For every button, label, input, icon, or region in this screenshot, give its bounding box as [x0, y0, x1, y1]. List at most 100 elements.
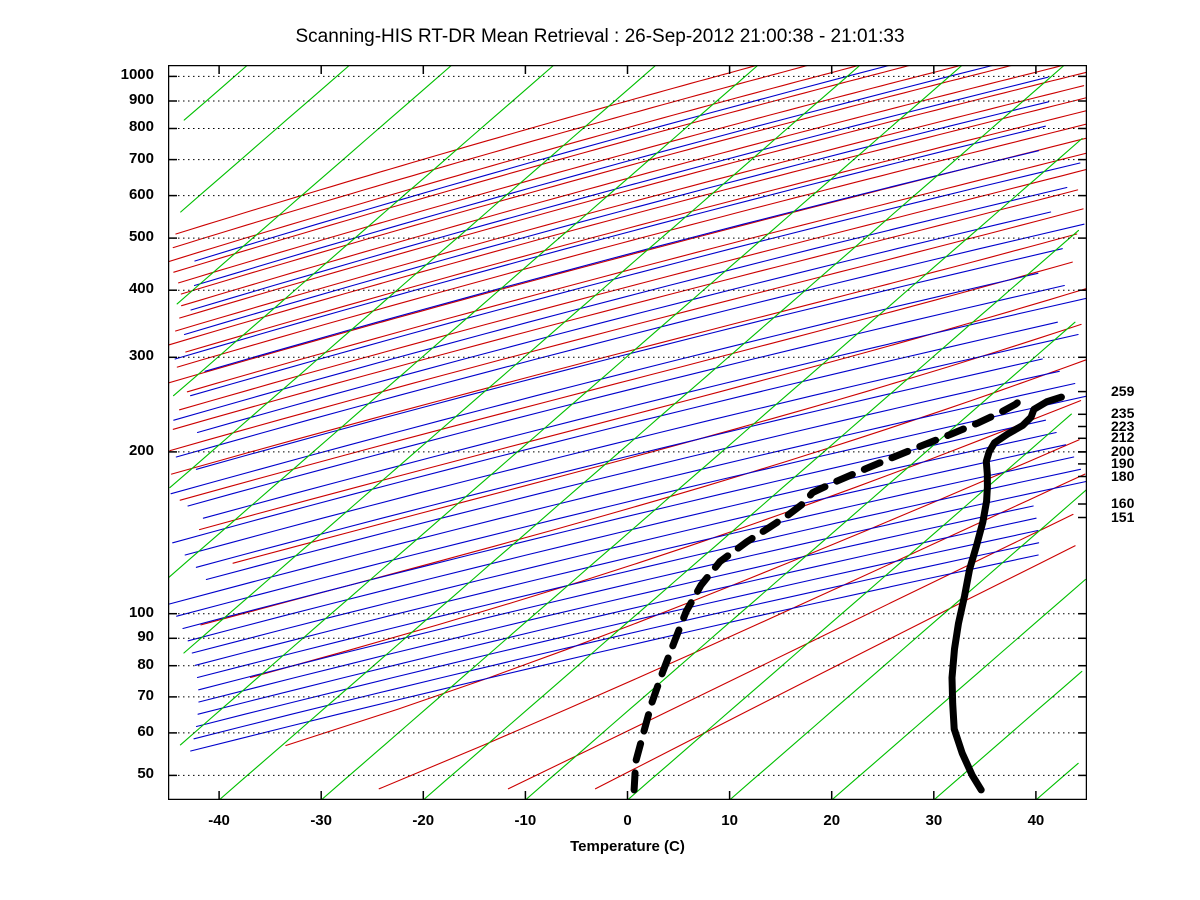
y-axis-tick-label: 50	[137, 765, 154, 783]
moist-adiabat-line	[378, 473, 1086, 790]
x-axis-tick-label: -30	[310, 812, 332, 829]
right-axis-label: 180	[1111, 467, 1135, 484]
moist-adiabat-line	[168, 97, 1087, 346]
isotherm-line	[176, 65, 453, 305]
plot-border	[168, 65, 1087, 800]
isotherm-line	[183, 65, 249, 121]
isotherm-line	[169, 65, 657, 489]
moist-adiabat-line	[172, 65, 810, 249]
dry-adiabat-line	[175, 223, 1085, 458]
right-axis-label: 259	[1111, 382, 1135, 399]
isotherm-line	[524, 321, 1076, 800]
isotherm-line	[218, 65, 1066, 800]
dry-adiabat-line	[198, 505, 1034, 703]
x-axis-tick-label: 10	[721, 812, 738, 829]
moist-adiabat-line	[198, 287, 1087, 531]
x-axis-tick-label: 20	[823, 812, 841, 829]
dry-adiabat-line	[176, 395, 1087, 617]
isotherm-line	[933, 670, 1083, 800]
x-axis-tick-label: 30	[925, 812, 943, 829]
moist-adiabat-line	[176, 123, 1087, 368]
isotherm-line	[831, 578, 1086, 800]
moist-adiabat-line	[168, 65, 861, 263]
moist-adiabat-line	[179, 71, 1087, 319]
dry-adiabat-line	[173, 186, 1068, 421]
moist-adiabat-line	[180, 65, 1015, 295]
y-axis-tick-label: 400	[128, 280, 154, 298]
moist-adiabat-line	[200, 358, 1087, 626]
moist-adiabat-line	[179, 261, 1073, 501]
x-axis-tick-label: -40	[208, 812, 230, 829]
axis-tick-marks	[168, 65, 1087, 800]
dry-adiabat-line	[187, 431, 1057, 642]
right-axis-label: 223	[1111, 417, 1135, 434]
dry-adiabat-line	[197, 517, 1037, 715]
dry-adiabat-line	[202, 297, 1087, 519]
y-axis-tick-label: 100	[128, 603, 154, 621]
isotherm-line	[422, 229, 1080, 800]
y-axis-tick-label: 600	[128, 185, 154, 203]
moist-adiabat-lines	[168, 65, 1087, 790]
dry-adiabat-line	[195, 248, 1063, 470]
dry-adiabat-line	[195, 529, 1039, 728]
x-axis-tick-label: 40	[1027, 812, 1045, 829]
dry-adiabat-line	[190, 76, 1049, 311]
y-axis-tick-label: 700	[128, 149, 154, 167]
y-axis-tick-label: 300	[128, 347, 154, 365]
y-axis-tick-label: 60	[137, 722, 154, 740]
page-title: Scanning-HIS RT-DR Mean Retrieval : 26-S…	[295, 26, 905, 47]
moist-adiabat-line	[232, 323, 1082, 564]
dry-adiabat-line	[204, 150, 1040, 372]
x-axis-tick-label: -10	[514, 812, 537, 829]
x-axis-label: Temperature (C)	[570, 838, 685, 855]
y-axis-tick-label: 70	[137, 686, 154, 704]
isotherm-line	[179, 65, 963, 746]
isotherm-line	[320, 137, 1083, 800]
moist-adiabat-line	[169, 208, 1084, 452]
pressure-gridlines	[168, 75, 1087, 776]
moist-adiabat-line	[181, 65, 1066, 307]
isotherm-lines	[168, 65, 1087, 800]
right-axis-label: 160	[1111, 495, 1135, 511]
temperature-profile-curve	[948, 393, 1065, 794]
skewt-plot-svg	[168, 65, 1087, 800]
dry-adiabat-line	[193, 542, 1040, 740]
dewpoint-profile-curve	[630, 394, 1027, 794]
moist-adiabat-line	[285, 439, 1080, 747]
dry-adiabat-line	[193, 65, 995, 287]
dry-adiabat-line	[196, 468, 1082, 679]
moist-adiabat-line	[170, 233, 1078, 475]
isotherm-line	[183, 65, 861, 654]
dry-adiabat-line	[168, 382, 1076, 605]
right-axis-label: 212	[1111, 429, 1135, 446]
dry-adiabat-line	[190, 554, 1039, 752]
dry-adiabat-line	[196, 211, 1052, 434]
dry-adiabat-lines	[168, 65, 1087, 752]
dry-adiabat-line	[172, 321, 1058, 544]
dry-adiabat-line	[194, 456, 1075, 666]
dry-adiabat-line	[170, 272, 1039, 495]
moist-adiabat-line	[186, 152, 1087, 393]
x-axis-tick-label: 0	[623, 812, 632, 829]
dry-adiabat-line	[205, 370, 1060, 581]
y-axis-tick-label: 800	[128, 118, 154, 136]
x-axis-tick-label: -20	[412, 812, 435, 829]
isotherm-line	[1035, 762, 1079, 800]
isotherm-line	[729, 488, 1087, 800]
dry-adiabat-line	[198, 480, 1087, 691]
dry-adiabat-line	[183, 101, 1050, 336]
right-axis-label: 151	[1111, 508, 1135, 525]
right-axis-label: 190	[1111, 454, 1135, 471]
moist-adiabat-line	[594, 545, 1076, 790]
dry-adiabat-line	[187, 284, 1065, 507]
isotherm-line	[626, 413, 1072, 800]
y-axis-tick-label: 1000	[120, 66, 154, 84]
right-axis-label: 200	[1111, 442, 1135, 459]
isotherm-line	[180, 65, 351, 213]
moist-adiabat-line	[172, 189, 1079, 430]
y-axis-tick-label: 500	[128, 228, 154, 246]
y-axis-tick-label: 900	[128, 90, 154, 108]
isotherm-line	[168, 65, 759, 579]
moist-adiabat-line	[249, 400, 1082, 679]
plot-area	[168, 65, 1087, 800]
